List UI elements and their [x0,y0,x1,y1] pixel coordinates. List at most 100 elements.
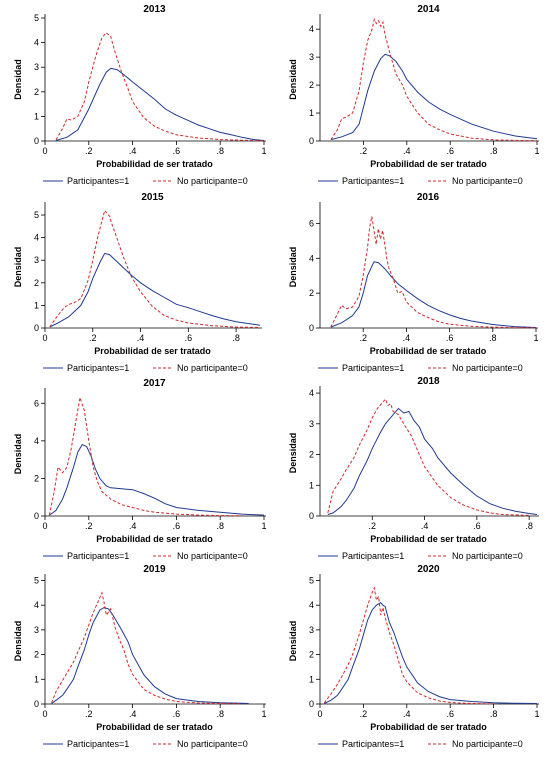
series-line-no-participante [49,209,261,328]
legend-label-participantes: Participantes=1 [342,739,404,749]
x-tick-label: .2 [360,146,368,156]
legend-label-no-participante: No participante=0 [452,363,523,373]
y-axis-label: Densidad [288,433,298,474]
y-tick-label: 4 [34,600,39,610]
x-tick-label: .6 [446,709,454,719]
x-tick-label: .6 [173,521,181,531]
x-tick-label: .8 [216,146,224,156]
y-tick-label: 6 [309,218,314,228]
series-line-participantes [330,53,538,141]
x-axis-label: Probabilidad de ser tratado [96,159,213,169]
y-tick-label: 5 [309,575,314,585]
x-tick-label: .6 [446,333,454,343]
legend-label-participantes: Participantes=1 [67,176,129,186]
x-tick-label: .8 [490,146,498,156]
y-tick-label: 3 [309,419,314,429]
series-line-participantes [49,252,261,328]
x-tick-label: 1 [261,146,266,156]
y-tick-label: 2 [309,650,314,660]
x-tick-label: .2 [359,333,367,343]
y-tick-label: 3 [34,62,39,72]
x-axis-label: Probabilidad de ser tratado [370,159,487,169]
legend-label-no-participante: No participante=0 [177,551,248,561]
y-tick-label: 2 [34,87,39,97]
y-axis-label: Densidad [13,247,23,288]
legend-label-participantes: Participantes=1 [67,363,129,373]
chart-title: 2013 [143,4,166,15]
legend-label-participantes: Participantes=1 [67,739,129,749]
y-tick-label: 6 [34,398,39,408]
series-line-no-participante [48,397,243,517]
y-tick-label: 1 [34,300,39,310]
y-tick-label: 2 [309,80,314,90]
series-line-no-participante [51,591,243,705]
chart-title: 2017 [143,378,166,389]
x-tick-label: .8 [232,333,240,343]
x-tick-label: .2 [369,521,377,531]
y-tick-label: 0 [34,699,39,709]
y-tick-label: 4 [309,253,314,263]
x-axis-label: Probabilidad de ser tratado [370,534,487,544]
y-tick-label: 1 [34,674,39,684]
y-axis-label: Densidad [288,247,298,288]
x-tick-label: .4 [129,146,137,156]
y-tick-label: 2 [309,450,314,460]
legend-label-no-participante: No participante=0 [452,176,523,186]
legend-label-no-participante: No participante=0 [452,739,523,749]
x-tick-label: .4 [421,521,429,531]
series-line-participantes [324,602,538,704]
x-tick-label: 0 [42,146,47,156]
x-axis-label: Probabilidad de ser tratado [370,722,487,732]
legend-label-participantes: Participantes=1 [67,551,129,561]
x-tick-label: .6 [185,333,193,343]
y-tick-label: 1 [309,480,314,490]
y-tick-label: 2 [34,278,39,288]
chart-panel-2019: 2019 0 1 2 3 4 5 0 .2 .4 .6 .8 1 Probabilidad de ser … [13,564,267,749]
y-axis-label: Densidad [288,59,298,100]
x-tick-label: .8 [216,709,224,719]
y-tick-label: 4 [34,436,39,446]
x-tick-label: .8 [525,521,533,531]
legend-label-no-participante: No participante=0 [452,551,523,561]
x-tick-label: 0 [42,521,47,531]
x-tick-label: 0 [42,709,47,719]
x-tick-label: .2 [85,521,93,531]
x-tick-label: .2 [85,709,93,719]
x-tick-label: .4 [403,709,411,719]
y-tick-label: 0 [34,323,39,333]
chart-title: 2020 [417,564,440,575]
y-tick-label: 3 [34,625,39,635]
x-tick-label: .2 [85,146,93,156]
x-tick-label: .8 [489,333,497,343]
y-tick-label: 4 [34,233,39,243]
x-axis-label: Probabilidad de ser tratado [370,346,487,356]
y-axis-label: Densidad [13,59,23,100]
chart-title: 2019 [143,564,166,575]
x-tick-label: .2 [89,333,97,343]
legend-label-no-participante: No participante=0 [177,363,248,373]
y-tick-label: 0 [34,136,39,146]
y-tick-label: 0 [309,136,314,146]
y-tick-label: 2 [34,473,39,483]
x-tick-label: .6 [173,146,181,156]
x-tick-label: .6 [446,146,454,156]
x-tick-label: .4 [129,521,137,531]
chart-panel-2014: 2014 0 1 2 3 4 .2 .4 .6 .8 1 Probabilidad de ser tr… [288,4,540,186]
y-tick-label: 0 [309,699,314,709]
x-tick-label: 1 [261,521,266,531]
legend-label-no-participante: No participante=0 [177,176,248,186]
x-tick-label: 1 [534,709,539,719]
y-tick-label: 3 [309,625,314,635]
y-tick-label: 4 [309,24,314,34]
x-axis-label: Probabilidad de ser tratado [96,534,213,544]
y-axis-label: Densidad [13,621,23,662]
y-axis-label: Densidad [288,621,298,662]
x-tick-label: 0 [42,333,47,343]
chart-panel-2020: 2020 0 1 2 3 4 5 0 .2 .4 .6 .8 1 Probabilidad de ser … [288,564,540,749]
chart-panel-2017: 2017 0 2 4 6 0 .2 .4 .6 .8 1 Probabilidad de ser tr… [13,378,267,561]
y-tick-label: 4 [34,38,39,48]
chart-title: 2018 [417,376,440,387]
chart-panel-2018: 2018 0 1 2 3 4 .2 .4 .6 .8 Probabilidad de ser tra… [288,376,539,561]
chart-title: 2015 [141,192,164,203]
